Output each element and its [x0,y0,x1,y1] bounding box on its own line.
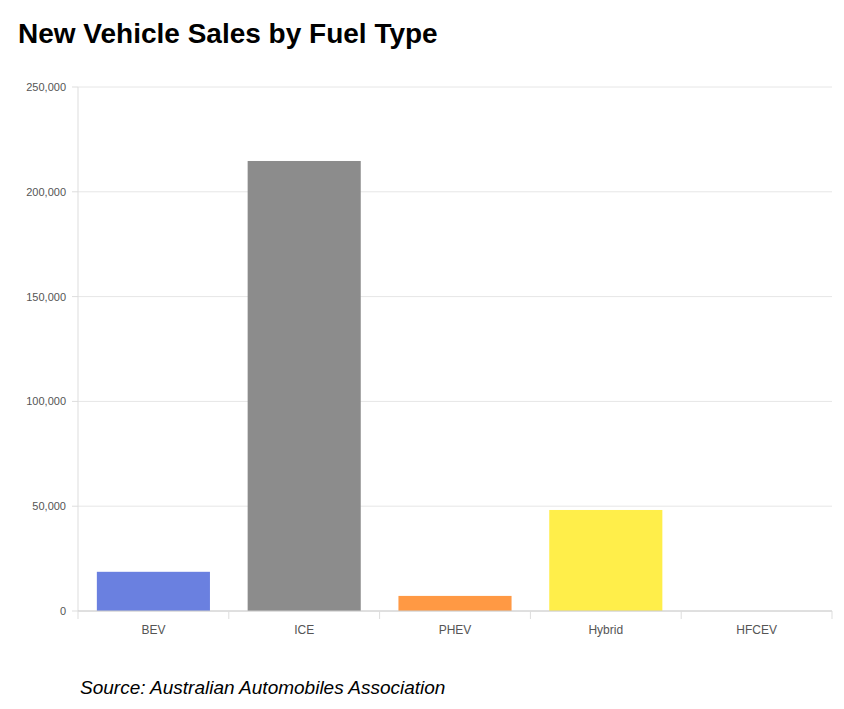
grid-line [78,506,832,507]
y-tick [72,401,78,402]
x-tick [228,611,229,619]
grid-line [78,611,832,612]
y-tick [72,296,78,297]
x-tick-label: HFCEV [736,623,777,637]
y-tick-label: 150,000 [26,291,66,303]
grid-line [78,191,832,192]
grid [78,87,832,611]
x-tick [78,611,79,619]
y-tick [72,87,78,88]
x-tick-label: ICE [294,623,314,637]
chart: New Vehicle Sales by Fuel Type 0 50,000 100… [0,0,844,709]
x-axis [78,611,832,612]
grid-line [78,296,832,297]
y-tick-label: 250,000 [26,81,66,93]
y-tick-label: 50,000 [32,500,66,512]
y-axis [78,87,79,611]
x-tick-label: BEV [141,623,165,637]
x-tick [681,611,682,619]
y-tick [72,191,78,192]
bar [248,161,361,611]
bars [97,161,663,611]
x-tick [379,611,380,619]
x-tick-label: PHEV [439,623,472,637]
source: Source: Australian Automobiles Associati… [80,677,445,698]
page: {"chart_data": {"type": "bar", "title": … [0,0,844,709]
x-tick [530,611,531,619]
bar [97,572,210,611]
y-tick-label: 0 [60,605,66,617]
grid-line [78,401,832,402]
y-tick-label: 200,000 [26,186,66,198]
bar [549,510,662,611]
grid-line [78,87,832,88]
y-tick [72,611,78,612]
bar [398,596,511,611]
x-tick-label: Hybrid [588,623,623,637]
title: New Vehicle Sales by Fuel Type [18,18,438,49]
y-tick [72,506,78,507]
y-tick-label: 100,000 [26,395,66,407]
x-tick [832,611,833,619]
